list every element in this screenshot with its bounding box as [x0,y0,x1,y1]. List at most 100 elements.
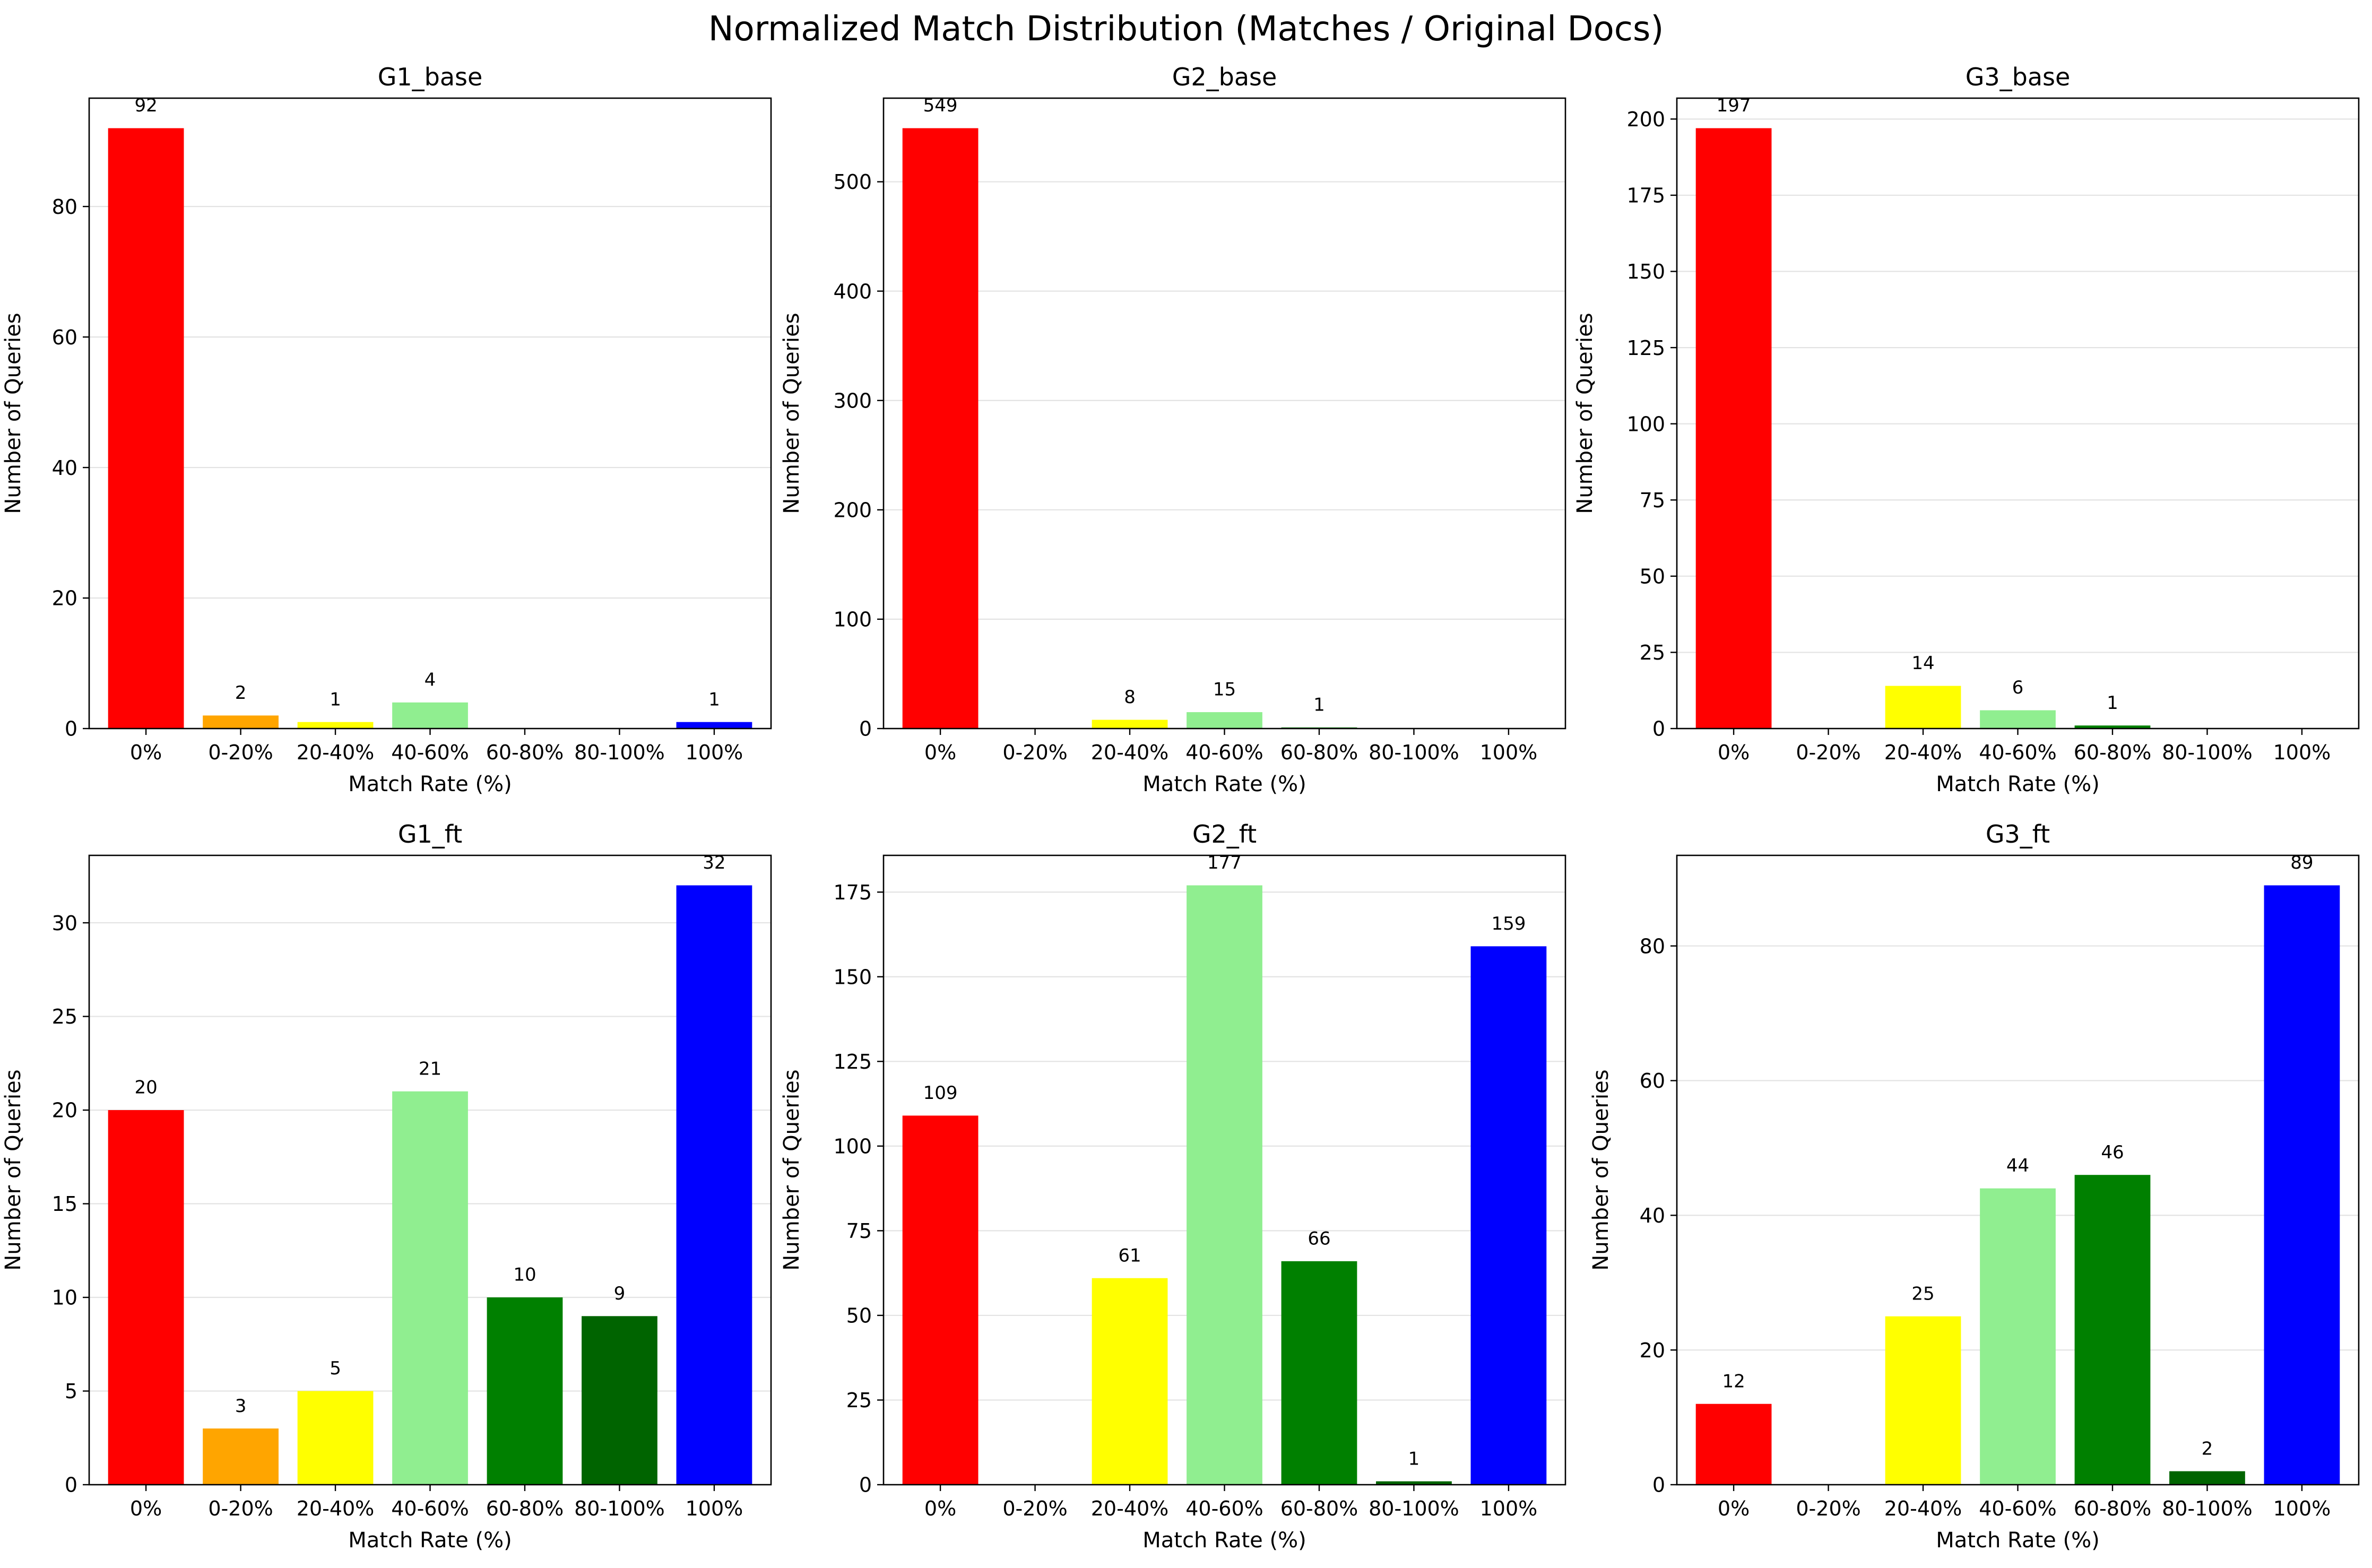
chart-5-data-label-7: 159 [1491,913,1526,934]
chart-2-data-label-3: 8 [1124,687,1136,708]
chart-4-data-label-2: 3 [235,1396,247,1417]
chart-2-data-label-5: 1 [1313,695,1325,716]
chart-4-xtick-label-3: 40-60% [391,1497,469,1520]
chart-2-xtick-label-1: 0-20% [1002,741,1067,764]
chart-5-ytick-label-0: 0 [859,1474,872,1497]
chart-6-xtick-label-2: 20-40% [1884,1497,1962,1520]
chart-3-xlabel: Match Rate (%) [1936,772,2099,796]
chart-5-ytick-label-7: 175 [833,881,872,904]
chart-5-xlabel: Match Rate (%) [1142,1528,1306,1553]
chart-1-data-label-3: 1 [330,689,341,710]
chart-5-ytick-label-2: 50 [846,1304,872,1328]
chart-3-bar-1 [1695,128,1772,729]
chart-6-bar-4 [1980,1188,2056,1485]
chart-5-data-label-3: 61 [1118,1245,1141,1266]
chart-4-ytick-label-3: 15 [52,1192,77,1216]
chart-5-bar-6 [1376,1481,1452,1485]
chart-5-xtick-label-6: 100% [1480,1497,1538,1520]
chart-4-data-label-1: 20 [134,1077,157,1098]
chart-6-xtick-label-5: 80-100% [2162,1497,2253,1520]
chart-6-xlabel: Match Rate (%) [1936,1528,2099,1553]
chart-4-bar-6 [582,1316,657,1485]
chart-3-xtick-label-5: 80-100% [2162,741,2253,764]
chart-5-ytick-label-1: 25 [846,1389,872,1412]
chart-2-ytick-label-1: 100 [833,608,872,631]
chart-2-ytick-label-0: 0 [859,717,872,741]
chart-3-ytick-label-6: 150 [1626,260,1665,283]
chart-4-xtick-label-0: 0% [130,1497,162,1520]
chart-1-ylabel: Number of Queries [1,313,25,514]
chart-1-bar-7 [676,722,752,729]
chart-1-ytick-label-0: 0 [65,717,77,741]
chart-3-bar-3 [1885,686,1961,729]
chart-3-data-label-3: 14 [1911,653,1934,674]
figure-suptitle: Normalized Match Distribution (Matches /… [708,10,1664,49]
chart-4-xtick-label-2: 20-40% [297,1497,375,1520]
chart-1-data-label-2: 2 [235,682,247,704]
chart-5-ytick-label-5: 125 [833,1050,872,1073]
chart-2-xtick-label-4: 60-80% [1280,741,1358,764]
chart-3-ytick-label-2: 50 [1640,565,1665,588]
chart-4-title: G1_ft [398,820,462,848]
chart-4-ytick-label-1: 5 [65,1380,77,1403]
chart-6-data-label-3: 25 [1911,1283,1934,1304]
chart-4-bar-1 [108,1110,184,1485]
chart-5-xtick-label-2: 20-40% [1091,1497,1169,1520]
chart-2-title: G2_base [1172,63,1277,91]
chart-2-xtick-label-3: 40-60% [1185,741,1263,764]
chart-2-xtick-label-6: 100% [1480,741,1538,764]
chart-2-ytick-label-2: 200 [833,499,872,522]
chart-2-xtick-label-5: 80-100% [1369,741,1459,764]
chart-2-xtick-label-2: 20-40% [1091,741,1169,764]
chart-4-data-label-4: 21 [419,1058,441,1079]
chart-4-bar-3 [297,1391,374,1485]
chart-3-xtick-label-4: 60-80% [2074,741,2152,764]
chart-3-xtick-label-1: 0-20% [1796,741,1860,764]
chart-2-xtick-label-0: 0% [924,741,956,764]
chart-6-xtick-label-1: 0-20% [1796,1497,1860,1520]
chart-4-data-label-5: 10 [513,1264,536,1286]
chart-3-ytick-label-8: 200 [1626,108,1665,131]
chart-1-data-label-7: 1 [708,689,720,710]
chart-4-bar-2 [203,1428,279,1485]
chart-5-xtick-label-1: 0-20% [1002,1497,1067,1520]
chart-2-axes-frame [882,97,1566,730]
chart-4-bar-7 [676,885,752,1485]
chart-6-bar-3 [1885,1316,1961,1485]
chart-1-xtick-label-5: 80-100% [574,741,665,764]
chart-5-ytick-label-4: 100 [833,1135,872,1158]
chart-4-ytick-label-0: 0 [65,1474,77,1497]
chart-6-xtick-label-0: 0% [1718,1497,1750,1520]
chart-3-bar-4 [1980,710,2056,729]
chart-5-ytick-label-3: 75 [846,1219,872,1243]
chart-6-bar-6 [2169,1471,2245,1485]
chart-1-data-label-4: 4 [425,669,436,690]
chart-5-data-label-5: 66 [1308,1228,1330,1249]
chart-4-xtick-label-5: 80-100% [574,1497,665,1520]
chart-6-ytick-label-3: 60 [1640,1069,1665,1093]
chart-2-ytick-label-4: 400 [833,280,872,303]
chart-1-bar-3 [297,722,374,729]
chart-3-ytick-label-0: 0 [1652,717,1665,741]
chart-3-ylabel: Number of Queries [1573,313,1597,514]
chart-2-ytick-label-5: 500 [833,170,872,194]
chart-5-data-label-6: 1 [1408,1448,1420,1469]
chart-1-bar-1 [108,128,184,729]
chart-3-ytick-label-1: 25 [1640,641,1665,664]
chart-1-ytick-label-1: 20 [52,587,77,610]
chart-6-bar-5 [2074,1175,2151,1485]
chart-1-bar-2 [203,715,279,729]
chart-6-bar-1 [1695,1404,1772,1485]
chart-1-xtick-label-6: 100% [686,741,743,764]
chart-3-ytick-label-4: 100 [1626,412,1665,436]
chart-4-xtick-label-1: 0-20% [208,1497,273,1520]
chart-6-data-label-4: 44 [2006,1155,2029,1176]
chart-6-ytick-label-4: 80 [1640,934,1665,958]
chart-1-ytick-label-4: 80 [52,195,77,219]
chart-2-bar-1 [902,128,979,729]
chart-5-title: G2_ft [1192,820,1257,848]
chart-4-data-label-3: 5 [330,1358,341,1379]
chart-5-bar-3 [1092,1278,1168,1485]
chart-3-xtick-label-6: 100% [2273,741,2331,764]
chart-3-data-label-5: 1 [2107,692,2118,714]
